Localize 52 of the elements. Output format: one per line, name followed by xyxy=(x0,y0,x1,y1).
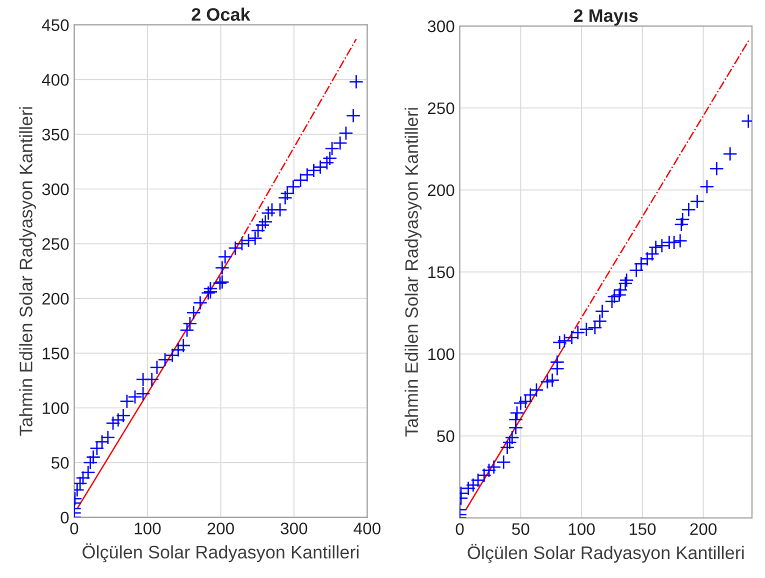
point xyxy=(502,435,517,450)
point xyxy=(508,412,524,427)
chart-title: 2 Ocak xyxy=(192,8,250,21)
chart-title: 2 Mayıs xyxy=(574,9,638,26)
x-tick-label: 150 xyxy=(630,523,656,535)
point xyxy=(700,179,714,194)
point xyxy=(510,406,524,420)
point xyxy=(496,454,511,470)
x-tick-label: 50 xyxy=(512,523,530,535)
y-tick-label: 450 xyxy=(42,19,69,32)
x-tick-label: 0 xyxy=(456,523,464,535)
x-tick-label: 400 xyxy=(354,522,380,534)
y-tick-label: 250 xyxy=(428,102,454,114)
x-tick-label: 200 xyxy=(208,522,234,534)
y-tick-label: 100 xyxy=(428,348,454,360)
y-tick-label: 0 xyxy=(60,512,69,524)
y-tick-label: 400 xyxy=(42,74,69,86)
x-tick-label: 100 xyxy=(568,523,595,535)
point xyxy=(594,304,610,319)
point xyxy=(550,354,564,370)
y-tick-label: 250 xyxy=(42,238,69,250)
y-tick-label: 300 xyxy=(428,20,454,32)
point xyxy=(552,335,567,350)
y-tick-label: 350 xyxy=(42,128,69,140)
y-axis-title: Tahmin Edilen Solar Radyasyon Kantilleri xyxy=(19,107,36,436)
point xyxy=(579,322,594,337)
point xyxy=(504,430,520,445)
y-tick-label: 150 xyxy=(428,266,454,278)
y-tick-label: 200 xyxy=(428,184,454,196)
y-tick-label: 300 xyxy=(42,183,69,196)
point xyxy=(513,396,528,410)
x-axis-title: Ölçülen Solar Radyasyon Kantilleri xyxy=(82,543,358,562)
y-tick-label: 200 xyxy=(42,292,69,305)
point xyxy=(674,217,689,232)
point xyxy=(709,161,724,176)
y-tick-label: 100 xyxy=(42,402,69,414)
point xyxy=(722,146,738,162)
y-tick-label: 50 xyxy=(51,456,69,469)
point xyxy=(500,440,515,455)
point xyxy=(666,235,682,250)
point xyxy=(672,234,688,248)
y-tick-label: 150 xyxy=(42,348,69,360)
point xyxy=(545,372,560,388)
x-tick-label: 200 xyxy=(690,523,717,535)
y-tick-label: 50 xyxy=(437,430,454,442)
point xyxy=(486,460,502,474)
x-tick-label: 100 xyxy=(134,522,161,534)
point xyxy=(540,374,555,390)
x-tick-label: 0 xyxy=(70,522,78,534)
y-axis-title: Tahmin Edilen Solar Radyasyon Kantilleri xyxy=(404,108,422,437)
x-tick-label: 300 xyxy=(280,522,308,534)
x-axis-title: Ölçülen Solar Radyasyon Kantilleri xyxy=(468,544,744,563)
